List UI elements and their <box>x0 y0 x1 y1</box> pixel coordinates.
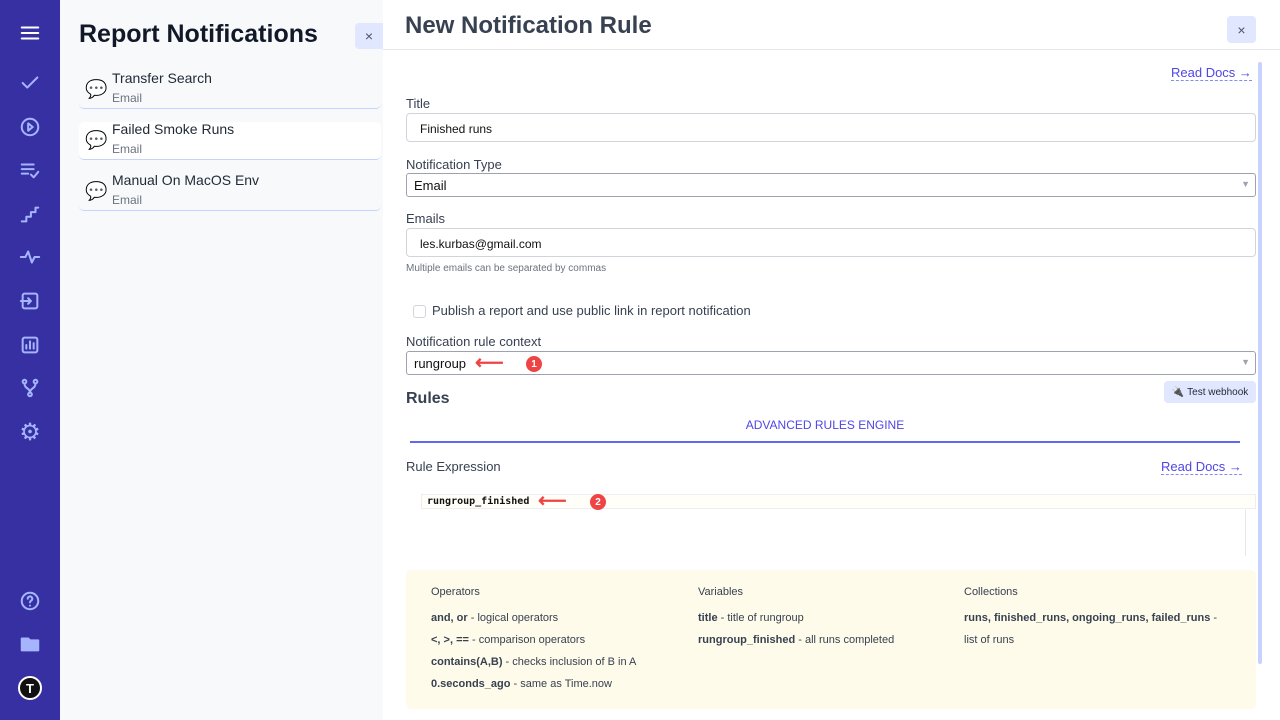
help-row: list of runs <box>964 634 1015 646</box>
item-type: Email <box>112 193 143 207</box>
variables-column: Variables title - title of rungroup rung… <box>698 586 894 656</box>
scrollbar[interactable] <box>1258 62 1262 664</box>
operators-column: Operators and, or - logical operators <,… <box>431 586 636 700</box>
menu-icon[interactable] <box>15 21 45 45</box>
chart-icon[interactable] <box>15 333 45 357</box>
type-label: Notification Type <box>406 157 502 172</box>
stairs-icon[interactable] <box>15 202 45 226</box>
item-title: Failed Smoke Runs <box>112 121 235 137</box>
help-row: runs, finished_runs, ongoing_runs, faile… <box>964 612 1218 624</box>
speech-bubble-icon: 💬 <box>85 181 108 201</box>
annotation-badge: 2 <box>590 494 606 510</box>
publish-checkbox[interactable] <box>413 305 426 318</box>
help-row: title - title of rungroup <box>698 612 804 624</box>
folder-icon[interactable] <box>15 632 45 656</box>
context-label: Notification rule context <box>406 334 542 349</box>
nav-rail: ⚙ T <box>0 0 60 720</box>
speech-bubble-icon: 💬 <box>85 79 108 99</box>
item-type: Email <box>112 91 143 105</box>
rule-expression-editor[interactable]: rungroup_finished <box>421 494 1256 509</box>
context-select[interactable]: rungroup ▼ <box>406 351 1256 375</box>
gear-icon[interactable]: ⚙ <box>19 418 41 446</box>
help-icon[interactable] <box>15 589 45 613</box>
title-label: Title <box>406 96 431 111</box>
editor-edge <box>1245 510 1246 556</box>
annotation-arrow: ⟵ <box>475 352 504 374</box>
pulse-icon[interactable] <box>15 245 45 269</box>
notification-type-select[interactable]: Email ▼ <box>406 173 1256 197</box>
play-icon[interactable] <box>15 115 45 139</box>
list-item[interactable]: 💬 Transfer Search Email <box>79 70 381 109</box>
import-icon[interactable] <box>15 289 45 313</box>
read-docs-link[interactable]: Read Docs → <box>1171 65 1252 81</box>
selected-value: Email <box>414 178 447 193</box>
chevron-down-icon: ▼ <box>1241 357 1250 367</box>
expr-read-docs-link[interactable]: Read Docs → <box>1161 459 1242 475</box>
button-label: Test webhook <box>1187 386 1249 398</box>
annotation-badge: 1 <box>526 356 542 372</box>
emails-hint: Multiple emails can be separated by comm… <box>406 263 607 274</box>
item-title: Transfer Search <box>112 70 212 86</box>
column-heading: Collections <box>964 586 1018 598</box>
emails-label: Emails <box>406 211 446 226</box>
close-panel-button[interactable]: × <box>355 23 383 49</box>
annotation-arrow: ⟵ <box>538 490 567 512</box>
rules-heading: Rules <box>406 390 450 407</box>
emails-input[interactable]: les.kurbas@gmail.com <box>406 228 1256 257</box>
help-row: and, or - logical operators <box>431 612 559 624</box>
help-row: rungroup_finished - all runs completed <box>698 634 895 646</box>
publish-label[interactable]: Publish a report and use public link in … <box>432 303 751 318</box>
column-heading: Operators <box>431 586 480 598</box>
help-box: Operators and, or - logical operators <,… <box>406 570 1256 709</box>
new-rule-panel: New Notification Rule × Read Docs → Titl… <box>383 0 1280 720</box>
help-row: contains(A,B) - checks inclusion of B in… <box>431 656 637 668</box>
expr-label: Rule Expression <box>406 459 501 474</box>
title-input[interactable]: Finished runs <box>406 113 1256 142</box>
list-check-icon[interactable] <box>15 158 45 182</box>
speech-bubble-icon: 💬 <box>85 130 108 150</box>
help-row: <, >, == - comparison operators <box>431 634 586 646</box>
selected-value: rungroup <box>414 356 467 371</box>
test-webhook-button[interactable]: 🔌 Test webhook <box>1164 381 1256 403</box>
check-icon[interactable] <box>15 71 45 95</box>
item-type: Email <box>112 142 143 156</box>
avatar[interactable]: T <box>15 676 45 700</box>
list-item[interactable]: 💬 Failed Smoke Runs Email <box>79 121 381 160</box>
plug-icon: 🔌 <box>1171 386 1185 398</box>
divider <box>383 49 1280 50</box>
item-title: Manual On MacOS Env <box>112 172 260 188</box>
column-heading: Variables <box>698 586 744 598</box>
notifications-list-panel: Report Notifications × 💬 Transfer Search E… <box>60 0 383 720</box>
branch-icon[interactable] <box>15 376 45 400</box>
close-button[interactable]: × <box>1227 16 1256 43</box>
help-row: 0.seconds_ago - same as Time.now <box>431 678 612 690</box>
panel-title: Report Notifications <box>79 20 318 48</box>
chevron-down-icon: ▼ <box>1241 179 1250 189</box>
tab-advanced-rules-engine[interactable]: ADVANCED RULES ENGINE <box>410 418 1240 443</box>
page-title: New Notification Rule <box>405 12 652 39</box>
list-item[interactable]: 💬 Manual On MacOS Env Email <box>79 172 381 211</box>
collections-column: Collections runs, finished_runs, ongoing… <box>964 586 1217 656</box>
